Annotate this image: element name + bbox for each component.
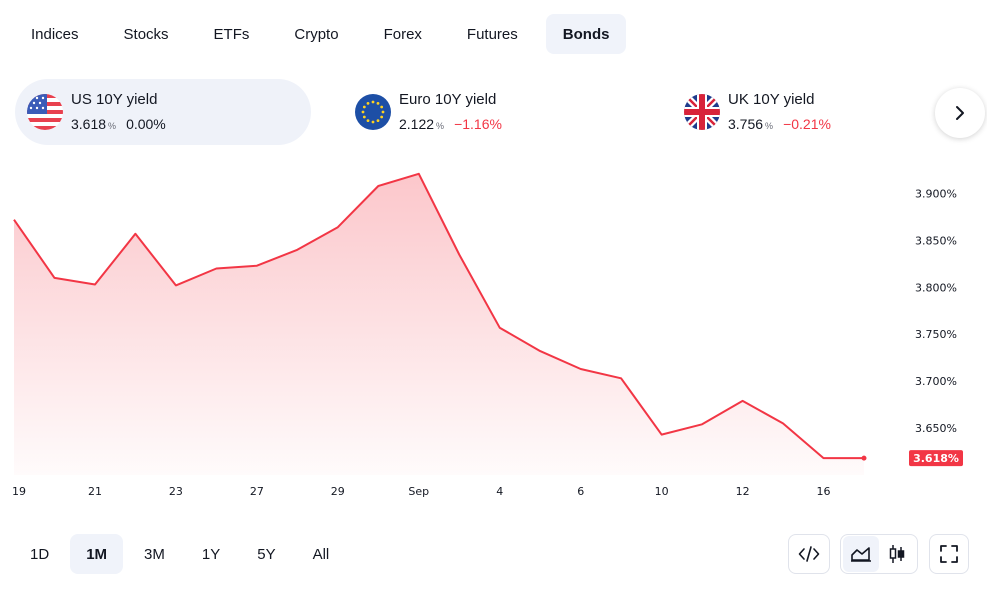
tab-etfs[interactable]: ETFs xyxy=(213,25,250,43)
last-value-label: 3.618% xyxy=(913,452,959,465)
tab-crypto[interactable]: Crypto xyxy=(294,25,339,43)
y-tick-label: 3.800% xyxy=(915,281,957,294)
card-change: 0.00% xyxy=(126,115,166,132)
range-5y[interactable]: 5Y xyxy=(257,545,276,563)
fullscreen-icon xyxy=(940,545,958,563)
card-change: −0.21% xyxy=(783,115,831,132)
y-tick-label: 3.750% xyxy=(915,328,957,341)
card-unit: % xyxy=(765,120,774,131)
tab-indices[interactable]: Indices xyxy=(31,25,79,43)
x-tick-label: Sep xyxy=(408,485,429,498)
range-1m[interactable]: 1M xyxy=(70,534,124,574)
x-tick-label: 6 xyxy=(577,485,584,498)
x-tick-label: 12 xyxy=(736,485,750,498)
card-change: −1.16% xyxy=(454,115,502,132)
card-unit: % xyxy=(436,120,445,131)
x-tick-label: 27 xyxy=(250,485,264,498)
yield-chart[interactable]: 19 21 23 27 29 Sep 4 6 10 12 16 3.900% 3.850% 3.800%… xyxy=(0,160,987,505)
card-name: Euro 10Y yield xyxy=(399,90,497,108)
embed-button[interactable] xyxy=(788,534,830,574)
x-tick-label: 21 xyxy=(88,485,102,498)
x-tick-label: 29 xyxy=(331,485,345,498)
bond-card-us[interactable]: US 10Y yield 3.618% 0.00% xyxy=(15,79,311,145)
range-all[interactable]: All xyxy=(312,545,330,563)
area-chart-icon xyxy=(851,547,871,562)
range-1d[interactable]: 1D xyxy=(30,545,50,563)
x-tick-label: 19 xyxy=(12,485,26,498)
candlestick-chart-icon xyxy=(889,545,905,563)
uk-flag-icon xyxy=(684,94,720,130)
bond-card-euro[interactable]: Euro 10Y yield 2.122% −1.16% xyxy=(343,79,639,145)
range-1y[interactable]: 1Y xyxy=(201,545,221,563)
y-tick-label: 3.850% xyxy=(915,234,957,247)
card-value: 3.618 xyxy=(71,115,107,132)
range-selector: 1D 1M 3M 1Y 5Y All xyxy=(14,534,350,574)
series-line xyxy=(13,172,864,460)
card-unit: % xyxy=(108,120,117,131)
last-value-badge xyxy=(909,450,963,467)
x-tick-label: 10 xyxy=(655,485,669,498)
range-3m[interactable]: 3M xyxy=(144,545,165,563)
us-flag-icon xyxy=(27,94,63,130)
y-tick-label: 3.650% xyxy=(915,422,957,435)
market-tabs: Indices Stocks ETFs Crypto Forex Futures Bonds xyxy=(14,14,637,54)
card-name: UK 10Y yield xyxy=(728,90,815,108)
y-tick-label: 3.900% xyxy=(915,188,957,201)
card-name: US 10Y yield xyxy=(71,90,158,108)
chart-type-toggle xyxy=(840,534,918,574)
x-tick-label: 16 xyxy=(817,485,831,498)
series-area xyxy=(14,173,864,476)
chevron-right-icon xyxy=(956,106,964,120)
next-cards-button[interactable] xyxy=(935,88,985,138)
embed-code-icon xyxy=(798,546,820,562)
tab-stocks[interactable]: Stocks xyxy=(123,25,169,43)
area-chart-button[interactable] xyxy=(843,536,879,572)
tab-bonds[interactable]: Bonds xyxy=(545,14,627,54)
x-tick-label: 4 xyxy=(496,485,503,498)
candlestick-chart-button[interactable] xyxy=(879,536,915,572)
y-tick-label: 3.700% xyxy=(915,375,957,388)
tab-forex[interactable]: Forex xyxy=(383,25,422,43)
card-value: 3.756 xyxy=(728,115,764,132)
bond-card-uk[interactable]: UK 10Y yield 3.756% −0.21% xyxy=(672,79,968,145)
last-point xyxy=(861,455,867,461)
fullscreen-button[interactable] xyxy=(929,534,969,574)
x-tick-label: 23 xyxy=(169,485,183,498)
eu-flag-icon xyxy=(355,94,391,130)
tab-futures[interactable]: Futures xyxy=(466,25,518,43)
card-value: 2.122 xyxy=(399,115,435,132)
